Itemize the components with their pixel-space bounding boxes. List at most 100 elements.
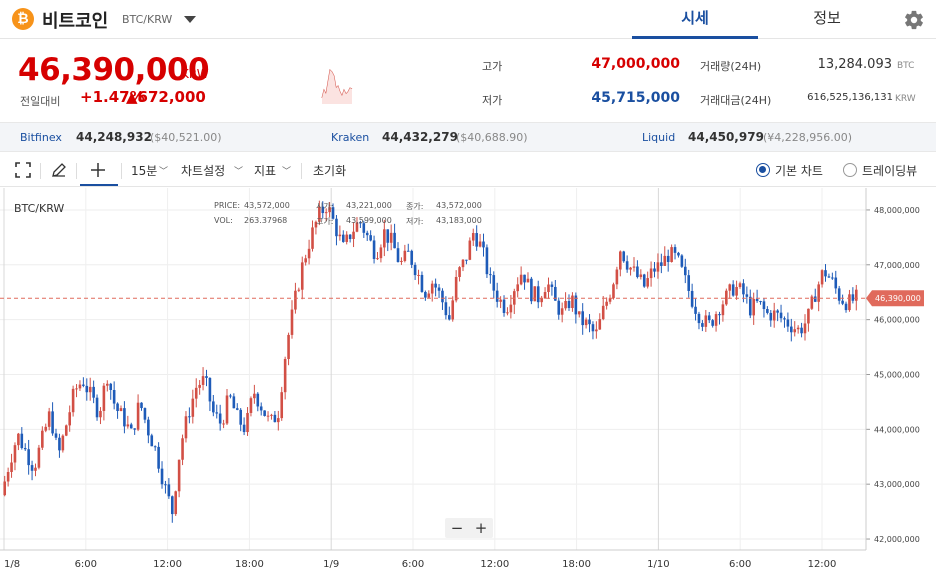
coin-name[interactable]: 비트코인 xyxy=(42,11,109,32)
candle-body xyxy=(701,323,704,327)
candle-body xyxy=(266,415,270,417)
y-tick-label: 45,000,000 xyxy=(874,370,920,379)
candle-body xyxy=(58,437,61,451)
reset-button[interactable]: 초기화 xyxy=(313,164,347,178)
candle-body xyxy=(663,255,667,266)
exchange-name[interactable]: Kraken xyxy=(331,131,370,144)
candle-body xyxy=(205,376,208,378)
candle-body xyxy=(191,398,195,417)
x-tick-label: 6:00 xyxy=(402,559,424,570)
tradingview-label[interactable]: 트레이딩뷰 xyxy=(862,164,918,178)
candle-body xyxy=(530,278,533,302)
candle-body xyxy=(328,207,331,213)
basic-chart-label[interactable]: 기본 차트 xyxy=(775,164,823,178)
candle-body xyxy=(290,309,294,335)
candle-body xyxy=(759,301,762,303)
tradingview-radio[interactable] xyxy=(843,163,857,177)
candle-body xyxy=(365,232,369,236)
candle-body xyxy=(235,408,239,410)
candle-body xyxy=(820,270,824,285)
low-label: 저가 xyxy=(482,94,503,107)
candle-body xyxy=(181,438,184,460)
candle-body xyxy=(776,310,779,313)
candle-body xyxy=(249,398,253,413)
candle-body xyxy=(153,446,157,448)
candle-body xyxy=(273,414,277,423)
candle-body xyxy=(400,260,403,262)
candle-body xyxy=(461,259,465,268)
candlestick-chart[interactable]: 48,000,000 47,000,000 46,000,000 45,000,000… xyxy=(0,188,936,578)
candle-body xyxy=(167,484,171,497)
candle-body xyxy=(605,301,608,306)
candle-body xyxy=(755,298,759,302)
candle-body xyxy=(355,222,359,232)
tab-price[interactable]: 시세 xyxy=(632,0,758,39)
candle-body xyxy=(482,241,485,248)
candle-body xyxy=(766,309,769,313)
candle-body xyxy=(735,286,738,296)
candle-body xyxy=(554,286,557,301)
current-price: 46,390,000 xyxy=(18,52,210,88)
indicators-button[interactable]: 지표 xyxy=(254,164,277,178)
chevron-down-icon[interactable]: ﹀ xyxy=(234,167,244,177)
chart-settings-button[interactable]: 차트설정 xyxy=(181,164,226,178)
candle-body xyxy=(745,294,749,297)
candle-body xyxy=(140,402,143,409)
candle-body xyxy=(837,288,841,301)
price-chart[interactable]: 48,000,000 47,000,000 46,000,000 45,000,000… xyxy=(0,188,936,578)
candle-body xyxy=(222,423,225,425)
candle-body xyxy=(263,410,266,416)
candle-body xyxy=(307,248,311,259)
candle-body xyxy=(136,402,140,430)
candle-body xyxy=(571,295,574,309)
zoom-out-button[interactable]: − xyxy=(450,519,464,537)
candle-body xyxy=(3,481,7,496)
candle-body xyxy=(810,296,814,309)
chevron-down-icon[interactable]: ﹀ xyxy=(159,167,169,177)
candle-body xyxy=(95,397,99,418)
x-tick-label: 18:00 xyxy=(235,559,264,570)
candle-body xyxy=(687,275,691,291)
candle-body xyxy=(622,251,626,262)
chevron-down-icon[interactable]: ﹀ xyxy=(282,167,292,177)
crosshair-icon[interactable] xyxy=(89,161,107,179)
candle-body xyxy=(123,408,126,427)
candle-body xyxy=(229,395,232,397)
candle-body xyxy=(287,334,290,359)
candle-body xyxy=(20,433,24,449)
candle-body xyxy=(119,408,123,412)
zoom-in-button[interactable]: + xyxy=(474,519,488,537)
basic-chart-radio[interactable] xyxy=(756,163,770,177)
price-unit: KRW xyxy=(181,67,209,81)
candle-body xyxy=(345,234,349,242)
candle-body xyxy=(352,231,355,240)
fullscreen-icon[interactable] xyxy=(14,161,32,179)
ohlc-vol-label: VOL: xyxy=(214,216,233,225)
candle-body xyxy=(164,484,167,486)
candle-body xyxy=(10,462,13,473)
interval-select[interactable]: 15분 xyxy=(131,164,158,178)
ohlc-close: 43,572,000 xyxy=(436,201,482,210)
candle-body xyxy=(160,468,164,485)
candle-body xyxy=(424,291,427,298)
coin-dropdown-icon[interactable] xyxy=(184,16,196,23)
zoom-controls: − + xyxy=(445,518,493,538)
candle-body xyxy=(383,229,386,248)
candle-body xyxy=(581,311,584,326)
gear-icon[interactable] xyxy=(903,9,925,31)
volume-value: 13,284.093 xyxy=(817,57,892,72)
candle-body xyxy=(47,411,51,427)
amount-unit: KRW xyxy=(895,94,916,104)
candle-body xyxy=(170,496,174,515)
coin-pair[interactable]: BTC/KRW xyxy=(122,13,173,26)
candle-body xyxy=(112,389,116,404)
exchange-name[interactable]: Liquid xyxy=(642,131,676,144)
x-tick-label: 1/8 xyxy=(4,559,20,570)
tab-info[interactable]: 정보 xyxy=(813,9,841,27)
exchange-name[interactable]: Bitfinex xyxy=(20,131,62,144)
candle-body xyxy=(660,262,663,266)
pencil-icon[interactable] xyxy=(50,161,68,179)
candle-body xyxy=(410,250,413,265)
exchange-usd: ($40,688.90) xyxy=(456,131,528,144)
candle-body xyxy=(324,212,328,214)
